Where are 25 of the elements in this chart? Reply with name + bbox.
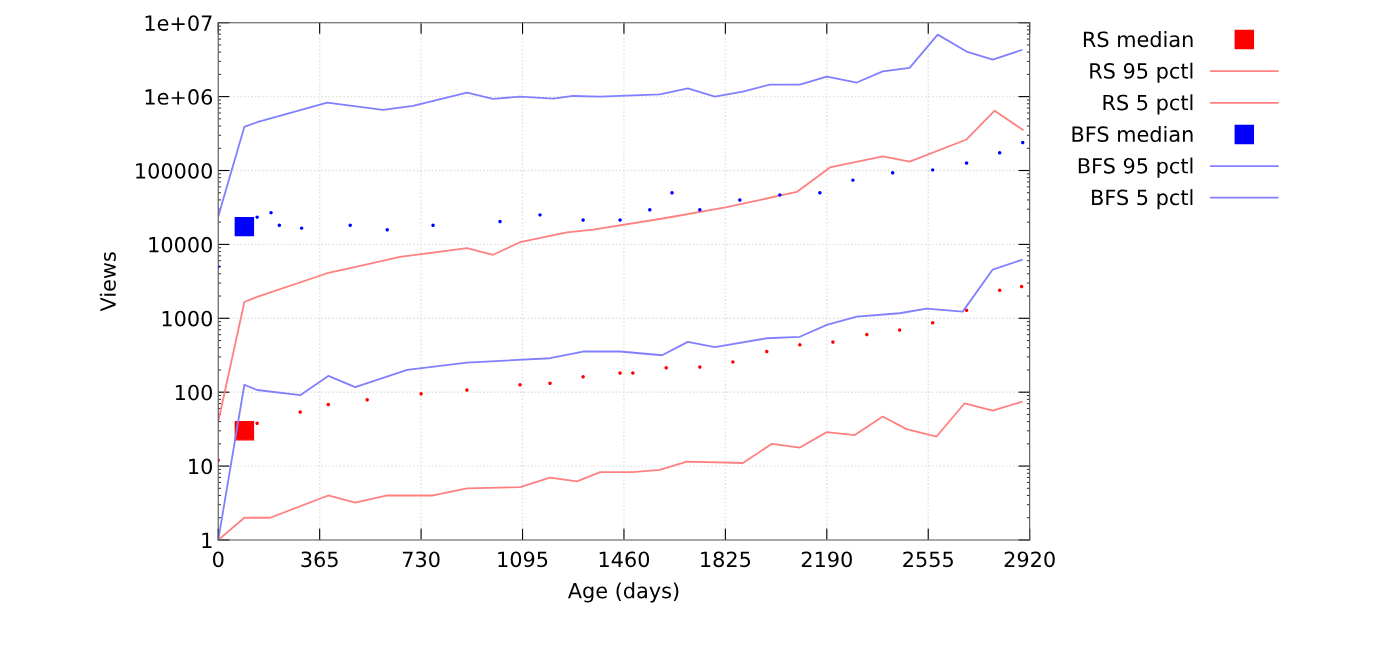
y-tick-label: 1000 (162, 310, 212, 327)
legend-label: RS 5 pctl (1103, 94, 1193, 115)
y-tick-label: 100 (175, 384, 212, 401)
x-tick-label: 1825 (701, 551, 751, 568)
x-tick-label: 0 (212, 551, 224, 568)
legend-label: BFS median (1072, 125, 1193, 143)
x-tick-label: 2555 (903, 551, 953, 568)
x-axis-title: Age (days) (567, 582, 679, 603)
x-tick-label: 365 (301, 551, 338, 568)
y-tick-label: 1e+07 (145, 15, 212, 31)
y-tick-label: 100000 (136, 162, 212, 179)
y-tick-label: 1 (202, 532, 212, 548)
x-tick-label: 2190 (801, 551, 852, 568)
legend-label: RS 95 pctl (1090, 62, 1193, 83)
y-axis-title: Views (99, 252, 116, 312)
y-tick-label: 10 (189, 458, 212, 475)
x-tick-label: 1460 (599, 551, 650, 568)
legend-label: RS median (1083, 31, 1193, 48)
x-tick-label: 730 (402, 551, 440, 568)
legend-label: BFS 5 pctl (1092, 189, 1193, 210)
x-tick-label: 1095 (498, 551, 548, 568)
y-tick-label: 1e+06 (145, 89, 213, 105)
y-tick-label: 10000 (149, 236, 212, 253)
x-tick-label: 2920 (1004, 551, 1055, 568)
legend-label: BFS 95 pctl (1078, 157, 1193, 178)
